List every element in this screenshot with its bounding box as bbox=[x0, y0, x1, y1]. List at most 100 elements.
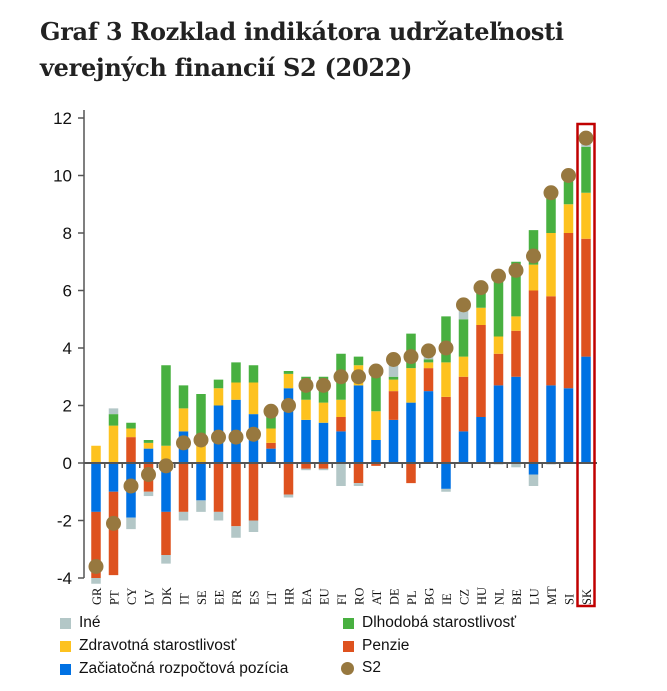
x-tick-label: HR bbox=[283, 587, 297, 605]
bar-segment-hr bbox=[283, 494, 294, 498]
bar-segment-fr bbox=[231, 526, 241, 538]
s2-point-ie bbox=[438, 340, 454, 356]
bar-segment-ea bbox=[301, 463, 311, 469]
x-tick-label: BG bbox=[423, 588, 437, 605]
s2-point-lu bbox=[526, 248, 541, 264]
s2-point-si bbox=[561, 168, 576, 183]
bar-segment-cz bbox=[458, 376, 469, 432]
bar-segment-mt bbox=[546, 385, 556, 463]
legend-label: Dlhodobá starostlivosť bbox=[362, 614, 517, 631]
bar-segment-be bbox=[511, 376, 521, 463]
bar-segment-bg bbox=[423, 391, 434, 463]
bar-segment-gr bbox=[91, 578, 101, 584]
legend-label: Iné bbox=[79, 614, 101, 631]
legend-swatch bbox=[60, 617, 71, 629]
s2-point-ee bbox=[211, 429, 226, 445]
bar-segment-ee bbox=[213, 511, 224, 521]
x-tick-label: EU bbox=[318, 588, 332, 605]
bar-segment-nl bbox=[493, 353, 504, 386]
bar-segment-si bbox=[563, 204, 574, 233]
bar-segment-gr bbox=[91, 445, 101, 463]
x-tick-label: FR bbox=[230, 589, 244, 605]
bar-segment-fr bbox=[231, 463, 241, 527]
bar-segment-si bbox=[563, 233, 574, 389]
bar-segment-ie bbox=[441, 396, 451, 463]
x-tick-label: IE bbox=[440, 593, 454, 605]
bar-segment-cy bbox=[126, 437, 136, 463]
s2-point-cz bbox=[456, 297, 471, 313]
bar-segment-ea bbox=[301, 419, 311, 463]
bar-segment-cy bbox=[126, 422, 136, 429]
bar-segment-eu bbox=[318, 468, 329, 471]
x-tick-label: PT bbox=[108, 590, 122, 605]
y-tick-label: 4 bbox=[63, 339, 72, 358]
x-tick-label: HU bbox=[475, 587, 489, 605]
bar-segment-sk bbox=[581, 238, 591, 357]
bar-segment-lt bbox=[266, 448, 276, 463]
s2-point-eu bbox=[316, 377, 331, 393]
x-tick-label: SE bbox=[195, 590, 209, 605]
bar-segment-dk bbox=[161, 463, 171, 512]
x-tick-label: LT bbox=[265, 591, 279, 605]
bar-segment-lu bbox=[528, 474, 539, 486]
bar-segment-de bbox=[388, 391, 399, 420]
s2-point-nl bbox=[491, 268, 506, 284]
bar-segment-cz bbox=[458, 319, 469, 357]
bar-segment-ee bbox=[213, 379, 224, 389]
bar-segment-nl bbox=[493, 336, 504, 354]
s2-point-cy bbox=[123, 478, 139, 494]
bar-segment-se bbox=[196, 394, 206, 443]
x-tick-label: LV bbox=[143, 589, 157, 605]
bar-segment-be bbox=[511, 261, 521, 317]
legend-item-initial-budget-position: Začiatočná rozpočtová pozícia bbox=[60, 660, 288, 678]
legend-item-other: Iné bbox=[60, 614, 101, 632]
s2-point-hr bbox=[281, 398, 296, 413]
bar-segment-cz bbox=[458, 310, 469, 320]
bar-segment-es bbox=[248, 365, 259, 383]
bar-segment-ee bbox=[213, 463, 224, 512]
legend-label: S2 bbox=[362, 659, 381, 676]
bar-segment-ie bbox=[441, 362, 451, 397]
bar-segment-eu bbox=[318, 422, 329, 463]
bar-segment-de bbox=[388, 376, 399, 380]
bar-segment-de bbox=[388, 379, 399, 392]
bar-segment-lu bbox=[528, 463, 539, 475]
x-tick-label: SK bbox=[580, 589, 594, 605]
bar-segment-it bbox=[178, 463, 189, 512]
bar-segment-hr bbox=[283, 463, 294, 495]
s2-point-mt bbox=[543, 185, 559, 201]
legend-item-s2: S2 bbox=[341, 659, 381, 677]
bar-segment-lv bbox=[143, 442, 154, 449]
legend-swatch bbox=[60, 640, 71, 652]
bar-segment-gr bbox=[91, 463, 101, 512]
bar-segment-ro bbox=[353, 385, 364, 463]
bar-segment-at bbox=[371, 376, 381, 412]
s2-point-dk bbox=[158, 458, 174, 474]
bar-segment-pt bbox=[108, 425, 119, 463]
x-tick-label: BE bbox=[510, 589, 524, 605]
bar-segment-ie bbox=[441, 488, 451, 492]
s2-point-be bbox=[508, 262, 524, 278]
bar-segment-lt bbox=[266, 411, 276, 429]
bar-segment-bg bbox=[423, 362, 434, 369]
s2-point-fi bbox=[333, 369, 349, 385]
x-tick-label: SI bbox=[563, 594, 577, 605]
legend-item-long-term-care: Dlhodobá starostlivosť bbox=[343, 614, 516, 632]
legend-label: Začiatočná rozpočtová pozícia bbox=[79, 660, 289, 677]
bar-segment-sk bbox=[581, 146, 591, 193]
bar-segment-nl bbox=[493, 276, 504, 337]
bar-segment-fi bbox=[336, 399, 346, 417]
x-tick-label: DK bbox=[160, 587, 174, 605]
bar-segment-fr bbox=[231, 382, 241, 400]
bar-segment-se bbox=[196, 463, 206, 501]
bar-segment-nl bbox=[493, 385, 504, 463]
y-tick-label: 10 bbox=[53, 167, 72, 186]
bar-segment-pl bbox=[406, 402, 416, 463]
chart-title: Graf 3 Rozklad indikátora udržateľnosti … bbox=[40, 17, 564, 82]
bar-segment-pt bbox=[108, 408, 119, 415]
bar-segment-eu bbox=[318, 463, 329, 469]
bar-segment-be bbox=[511, 316, 521, 331]
s2-point-bg bbox=[421, 343, 436, 359]
bar-segment-hu bbox=[476, 325, 486, 417]
bar-segment-cz bbox=[458, 431, 469, 463]
